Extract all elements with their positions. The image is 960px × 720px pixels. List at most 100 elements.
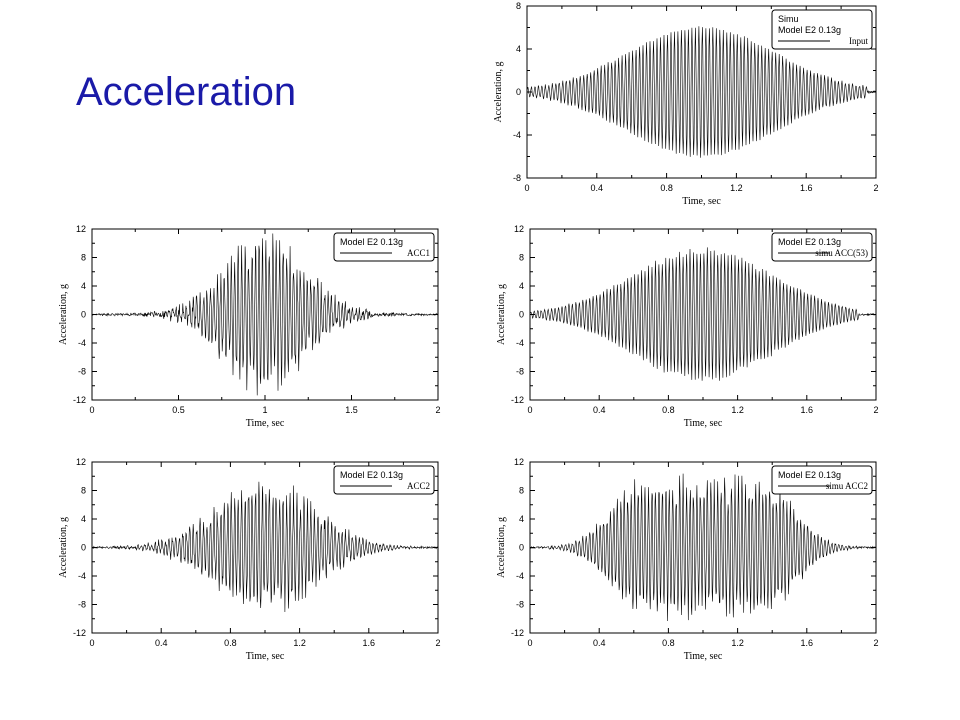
- x-tick-label: 1.2: [730, 183, 743, 193]
- y-tick-label: -4: [516, 571, 524, 581]
- legend-box: [333, 465, 435, 495]
- legend-box: [771, 9, 873, 50]
- x-tick-label: 0.8: [224, 638, 237, 648]
- x-tick-label: 1.6: [800, 183, 813, 193]
- x-tick-label: 0.8: [662, 638, 675, 648]
- y-tick-label: -4: [78, 338, 86, 348]
- x-tick-label: 2: [873, 405, 878, 415]
- y-tick-label: 0: [81, 543, 86, 553]
- series-line: [529, 247, 877, 381]
- y-tick-label: 4: [81, 281, 86, 291]
- y-tick-label: -8: [513, 173, 521, 183]
- x-tick-label: 0.4: [593, 405, 606, 415]
- x-axis-label: Time, sec: [246, 651, 285, 662]
- legend-title-line: Model E2 0.13g: [778, 237, 841, 247]
- x-tick-label: 0.5: [172, 405, 185, 415]
- y-tick-label: -8: [78, 600, 86, 610]
- y-tick-label: 0: [519, 310, 524, 320]
- y-tick-label: 8: [81, 253, 86, 263]
- x-tick-label: 1.6: [801, 405, 814, 415]
- x-tick-label: 0: [524, 183, 529, 193]
- y-tick-label: 0: [516, 87, 521, 97]
- x-tick-label: 0: [89, 405, 94, 415]
- y-tick-label: -12: [511, 395, 524, 405]
- legend-series-label: ACC2: [407, 481, 430, 491]
- x-tick-label: 0.4: [591, 183, 604, 193]
- y-tick-label: 4: [519, 514, 524, 524]
- y-tick-label: -12: [73, 628, 86, 638]
- y-tick-label: -8: [78, 367, 86, 377]
- legend-series-label: ACC1: [407, 248, 430, 258]
- x-tick-label: 0: [527, 638, 532, 648]
- y-tick-label: 8: [519, 253, 524, 263]
- x-tick-label: 1.2: [293, 638, 306, 648]
- y-tick-label: -12: [511, 628, 524, 638]
- y-tick-label: -4: [78, 571, 86, 581]
- x-tick-label: 0.8: [662, 405, 675, 415]
- y-tick-label: 0: [81, 310, 86, 320]
- legend-title-line: Model E2 0.13g: [778, 470, 841, 480]
- x-tick-label: 2: [873, 638, 878, 648]
- series-line: [91, 233, 439, 396]
- x-tick-label: 2: [873, 183, 878, 193]
- legend-series-label: simu ACC2: [826, 481, 868, 491]
- x-tick-label: 0.8: [660, 183, 673, 193]
- legend-box: [771, 232, 873, 262]
- x-tick-label: 0: [89, 638, 94, 648]
- x-tick-label: 2: [435, 405, 440, 415]
- x-axis-label: Time, sec: [682, 196, 721, 207]
- x-tick-label: 1.2: [731, 405, 744, 415]
- x-tick-label: 0.4: [155, 638, 168, 648]
- legend-series-label: simu ACC(53): [815, 248, 868, 258]
- legend-title-line: Model E2 0.13g: [340, 237, 403, 247]
- slide-title: Acceleration: [76, 70, 297, 114]
- x-tick-label: 1.5: [345, 405, 358, 415]
- y-axis-label: Acceleration, g: [493, 61, 504, 122]
- y-tick-label: 8: [519, 486, 524, 496]
- y-tick-label: 8: [516, 1, 521, 11]
- y-axis-label: Acceleration, g: [58, 517, 69, 578]
- legend-title-line: Model E2 0.13g: [778, 25, 841, 35]
- x-tick-label: 0.4: [593, 638, 606, 648]
- series-line: [529, 473, 876, 622]
- y-tick-label: 4: [516, 44, 521, 54]
- x-tick-label: 0: [527, 405, 532, 415]
- y-tick-label: 0: [519, 543, 524, 553]
- y-axis-label: Acceleration, g: [496, 284, 507, 345]
- y-tick-label: -4: [516, 338, 524, 348]
- legend-title-line: Model E2 0.13g: [340, 470, 403, 480]
- y-tick-label: 12: [514, 457, 524, 467]
- y-tick-label: -12: [73, 395, 86, 405]
- x-axis-label: Time, sec: [246, 418, 285, 429]
- x-axis-label: Time, sec: [684, 418, 723, 429]
- x-tick-label: 1: [262, 405, 267, 415]
- y-axis-label: Acceleration, g: [496, 517, 507, 578]
- x-tick-label: 2: [435, 638, 440, 648]
- legend-box: [771, 465, 873, 495]
- y-tick-label: 12: [76, 224, 86, 234]
- y-axis-label: Acceleration, g: [58, 284, 69, 345]
- y-tick-label: 8: [81, 486, 86, 496]
- y-tick-label: 12: [514, 224, 524, 234]
- x-axis-label: Time, sec: [684, 651, 723, 662]
- x-tick-label: 1.6: [801, 638, 814, 648]
- y-tick-label: 4: [81, 514, 86, 524]
- legend-series-label: Input: [849, 36, 868, 46]
- y-tick-label: -4: [513, 130, 521, 140]
- x-tick-label: 1.2: [731, 638, 744, 648]
- y-tick-label: 12: [76, 457, 86, 467]
- y-tick-label: -8: [516, 600, 524, 610]
- series-line: [526, 26, 877, 158]
- x-tick-label: 1.6: [363, 638, 376, 648]
- legend-title-line: Simu: [778, 14, 799, 24]
- y-tick-label: 4: [519, 281, 524, 291]
- legend-box: [333, 232, 435, 262]
- series-line: [91, 481, 439, 613]
- y-tick-label: -8: [516, 367, 524, 377]
